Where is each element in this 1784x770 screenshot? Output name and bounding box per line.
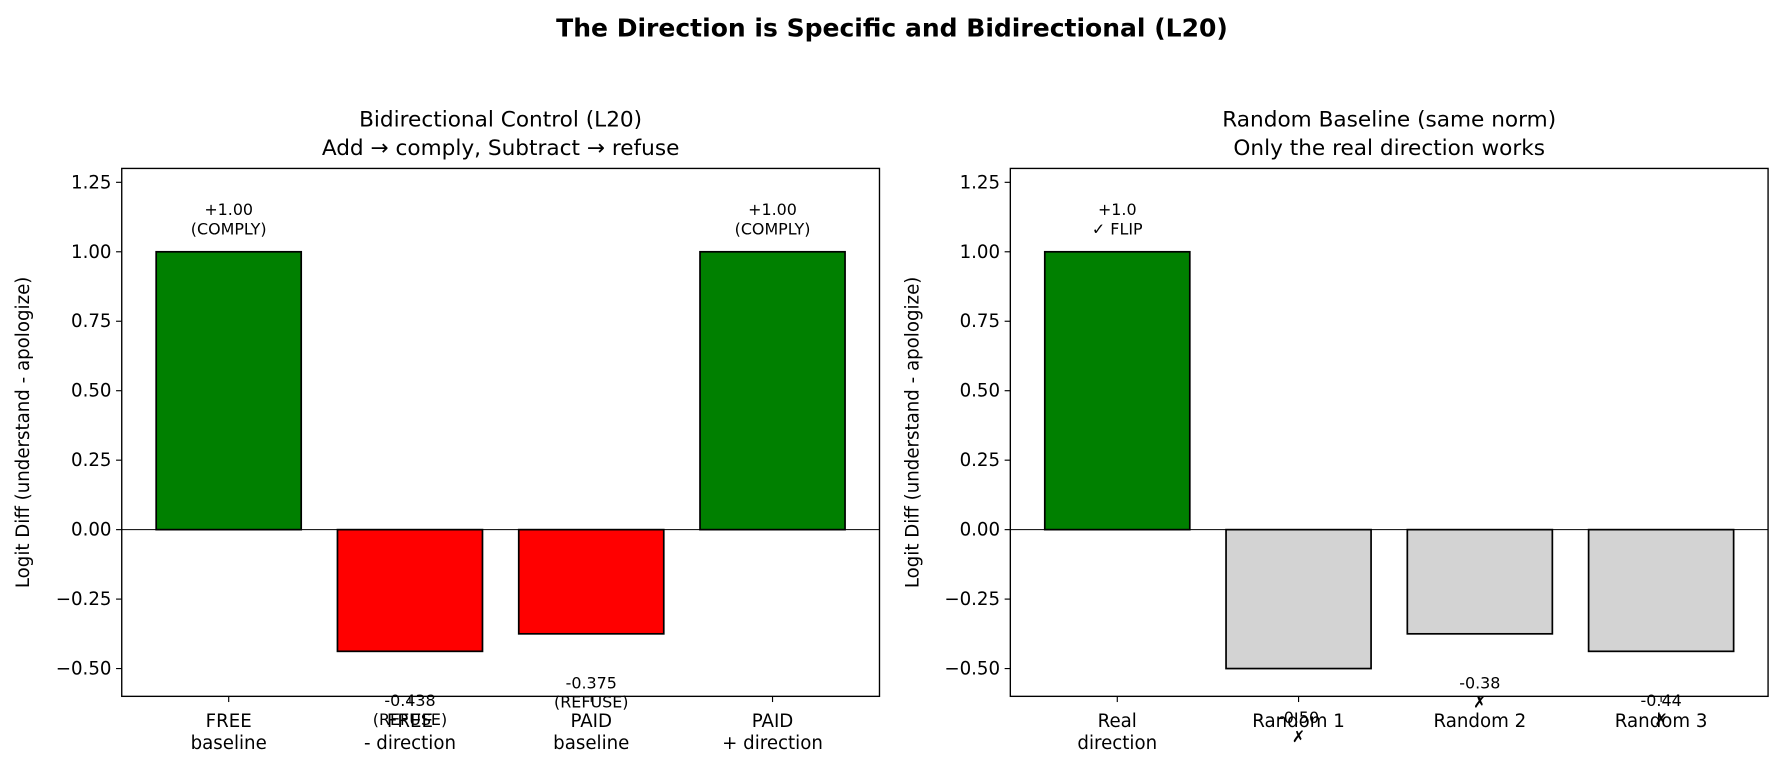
y-tick-label: 0.50 (960, 380, 1001, 401)
y-axis-label: Logit Diff (understand - apologize) (12, 277, 33, 589)
y-axis-label: Logit Diff (understand - apologize) (902, 277, 923, 589)
value-label: -0.438 (REFUSE) (373, 690, 447, 728)
x-tick-label: FREE - direction (364, 710, 456, 753)
y-tick-label: 0.00 (960, 519, 1001, 540)
value-label: +1.00 (COMPLY) (191, 200, 267, 238)
y-tick-label: 1.00 (71, 241, 111, 262)
chart-subtitle: Add → comply, Subtract → refuse (322, 135, 680, 160)
x-tick-label: Random 1 (1252, 710, 1345, 731)
chart-subtitle: Only the real direction works (1233, 135, 1545, 160)
axes-frame (121, 167, 881, 698)
y-tick-label: 1.00 (960, 241, 1001, 262)
y-tick-label: 0.75 (960, 311, 1001, 332)
x-tick-label: Random 3 (1615, 710, 1708, 731)
value-label: +1.00 (COMPLY) (735, 200, 811, 238)
y-tick-label: −0.50 (56, 658, 112, 679)
x-tick-label: Random 2 (1434, 710, 1527, 731)
bar (1587, 528, 1735, 653)
bar (155, 250, 303, 531)
bar (1043, 250, 1191, 531)
x-tick-label: Real direction (1077, 710, 1157, 753)
bar (699, 250, 846, 531)
y-tick-label: −0.25 (56, 589, 112, 610)
y-tick-label: −0.25 (944, 589, 1000, 610)
chart-title: Bidirectional Control (L20) (359, 107, 642, 132)
y-tick-label: 0.00 (71, 519, 111, 540)
axes-frame (1009, 167, 1769, 698)
value-label: -0.38 ✗ (1459, 673, 1500, 711)
y-tick-label: 1.25 (71, 172, 111, 193)
y-tick-label: −0.50 (944, 658, 1000, 679)
y-tick-label: 1.25 (960, 172, 1001, 193)
y-tick-label: 0.50 (71, 380, 111, 401)
value-label: -0.375 (REFUSE) (554, 673, 628, 711)
y-tick-label: 0.25 (960, 450, 1001, 471)
y-tick-label: 0.25 (71, 450, 111, 471)
value-label: +1.0 ✓ FLIP (1092, 200, 1143, 238)
bar (1225, 528, 1372, 670)
bar (336, 528, 484, 653)
chart-title: Random Baseline (same norm) (1222, 107, 1556, 132)
value-label: -0.50 ✗ (1278, 708, 1319, 746)
figure-title: The Direction is Specific and Bidirectio… (556, 13, 1228, 42)
y-tick-label: 0.75 (71, 311, 111, 332)
value-label: -0.44 ✗ (1641, 690, 1682, 728)
x-tick-label: PAID + direction (722, 710, 823, 753)
bar (1406, 528, 1554, 635)
bar (517, 528, 665, 635)
x-tick-label: PAID baseline (553, 710, 629, 753)
x-tick-label: FREE baseline (191, 710, 267, 753)
